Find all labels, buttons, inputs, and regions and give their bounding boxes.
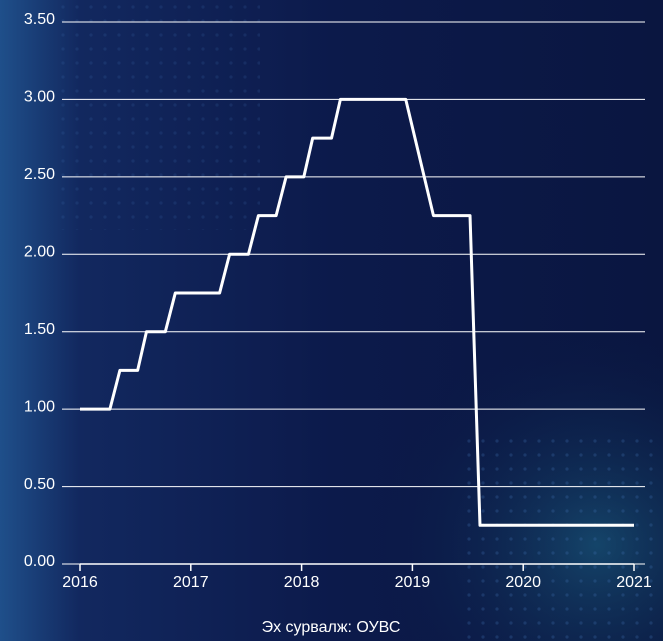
x-tick-label: 2021 [616,574,652,591]
y-tick-label: 1.00 [24,398,55,415]
y-tick-label: 0.50 [24,476,55,493]
x-tick-label: 2019 [395,574,431,591]
y-tick-label: 3.50 [24,11,55,28]
y-tick-label: 0.00 [24,553,55,570]
background-dots [460,430,663,641]
background-dots [60,0,260,230]
y-tick-label: 1.50 [24,321,55,338]
source-note: Эх сурвалж: ОУВС [262,619,401,636]
x-tick-label: 2016 [62,574,98,591]
x-tick-label: 2020 [505,574,541,591]
y-tick-label: 2.50 [24,166,55,183]
x-tick-label: 2018 [284,574,320,591]
x-tick-label: 2017 [173,574,209,591]
y-tick-label: 2.00 [24,244,55,261]
y-tick-label: 3.00 [24,89,55,106]
line-series [80,97,634,527]
